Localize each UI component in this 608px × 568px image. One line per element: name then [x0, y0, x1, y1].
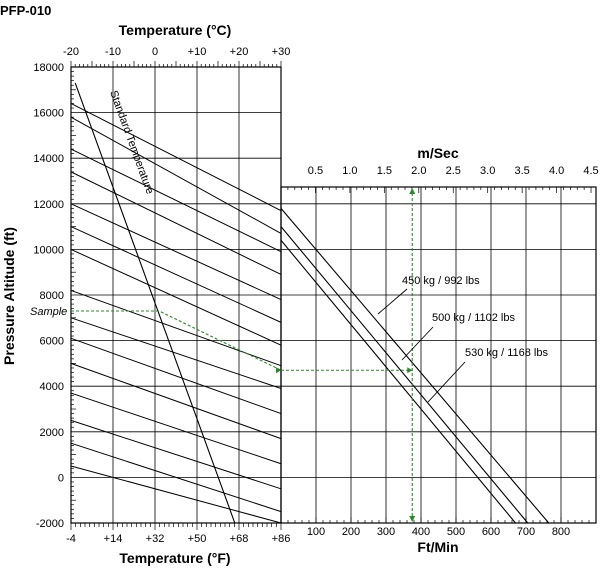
- right-top-tick-label: 1.0: [342, 165, 357, 177]
- right-top-tick-label: 4.5: [583, 165, 598, 177]
- weight-series-line: [280, 226, 529, 524]
- right-top-tick-label: 3.5: [514, 165, 529, 177]
- bottom-tick-label: +32: [146, 533, 165, 545]
- temperature-guide-line: [70, 419, 282, 490]
- temperature-guide-line: [70, 362, 282, 440]
- right-top-axis-title-msec: m/Sec: [417, 145, 458, 161]
- chart-labels: -20 -10 0 +10 +20 +30 -4 +14 +32 +50 +68 +86 18000 16…: [30, 46, 599, 545]
- left-panel-lines: [70, 82, 282, 524]
- y-tick-label: 12000: [33, 199, 64, 211]
- temperature-guide-line: [70, 248, 282, 346]
- weight-series-label: 500 kg / 1102 lbs: [432, 312, 515, 324]
- y-axis-title-altitude: Pressure Altitude (ft): [1, 227, 17, 365]
- right-bottom-tick-label: 600: [482, 526, 500, 538]
- right-top-tick-label: 0.5: [308, 165, 323, 177]
- top-tick-label: -10: [105, 46, 121, 58]
- sample-label: Sample: [30, 306, 67, 318]
- minor-ticks: [70, 61, 597, 530]
- right-top-tick-label: 2.0: [411, 165, 426, 177]
- sample-arrowhead: [409, 188, 416, 194]
- y-tick-label: 6000: [40, 336, 64, 348]
- temperature-guide-line: [70, 171, 282, 275]
- right-bottom-tick-label: 700: [517, 526, 535, 538]
- right-panel-grid: [280, 186, 597, 524]
- temperature-guide-line: [70, 442, 282, 513]
- weight-series-leader: [377, 288, 408, 315]
- y-tick-label: 4000: [40, 381, 64, 393]
- right-top-tick-label: 3.0: [480, 165, 495, 177]
- temperature-guide-line: [70, 103, 282, 212]
- right-bottom-tick-label: 400: [412, 526, 430, 538]
- weight-series-line: [280, 239, 516, 524]
- weight-series-leader: [427, 361, 466, 403]
- temperature-guide-line: [70, 148, 282, 253]
- weight-series-leader: [401, 326, 434, 361]
- sample-arrowhead: [409, 516, 416, 522]
- right-panel-lines: [280, 208, 550, 524]
- top-tick-label: -20: [63, 46, 79, 58]
- y-tick-label: 10000: [33, 244, 64, 256]
- standard-temperature-label: Standard Temperature: [107, 89, 155, 196]
- right-panel-frame: [280, 186, 597, 524]
- weight-series-line: [280, 208, 550, 524]
- temperature-guide-line: [70, 203, 282, 301]
- bottom-tick-label: +68: [230, 533, 249, 545]
- right-bottom-tick-label: 300: [377, 526, 395, 538]
- y-tick-label: 2000: [40, 427, 64, 439]
- sample-arrowhead: [407, 367, 413, 374]
- y-tick-label: 8000: [40, 290, 64, 302]
- top-tick-label: +30: [272, 46, 291, 58]
- temperature-guide-line: [70, 392, 282, 465]
- bottom-tick-label: +86: [272, 533, 291, 545]
- temperature-guide-line: [70, 289, 282, 367]
- temperature-guide-line: [70, 116, 282, 234]
- top-tick-label: +10: [188, 46, 207, 58]
- temperature-guide-line: [70, 337, 282, 415]
- right-bottom-tick-label: 200: [342, 526, 360, 538]
- weight-series-label: 450 kg / 992 lbs: [402, 275, 480, 287]
- bottom-tick-label: -4: [66, 533, 76, 545]
- bottom-axis-title-fahrenheit: Temperature (°F): [119, 550, 230, 566]
- right-bottom-tick-label: 500: [447, 526, 465, 538]
- top-tick-label: +20: [230, 46, 249, 58]
- bottom-tick-label: +14: [104, 533, 123, 545]
- y-tick-label: -2000: [36, 518, 64, 530]
- right-bottom-tick-label: 800: [552, 526, 570, 538]
- left-panel-grid: [70, 66, 282, 524]
- sample-path: [71, 188, 416, 522]
- sample-arrowhead: [276, 367, 281, 374]
- y-tick-label: 18000: [33, 62, 64, 74]
- right-bottom-tick-label: 100: [307, 526, 325, 538]
- right-top-tick-label: 4.0: [549, 165, 564, 177]
- bottom-tick-label: +50: [188, 533, 207, 545]
- right-top-tick-label: 1.5: [377, 165, 392, 177]
- weight-series-label: 530 kg / 1168 lbs: [465, 347, 548, 359]
- standard-temperature-line: [74, 82, 236, 524]
- temperature-guide-line: [70, 465, 282, 524]
- top-axis-title-celsius: Temperature (°C): [119, 22, 232, 38]
- right-bottom-axis-title-ftmin: Ft/Min: [417, 539, 458, 555]
- chart-id-label: PFP-010: [0, 3, 51, 18]
- temperature-guide-line: [70, 226, 282, 323]
- top-tick-label: 0: [152, 46, 158, 58]
- y-tick-label: 16000: [33, 108, 64, 120]
- temperature-guide-line: [70, 317, 282, 389]
- y-tick-label: 0: [58, 472, 64, 484]
- y-tick-label: 14000: [33, 153, 64, 165]
- right-top-tick-label: 2.5: [446, 165, 461, 177]
